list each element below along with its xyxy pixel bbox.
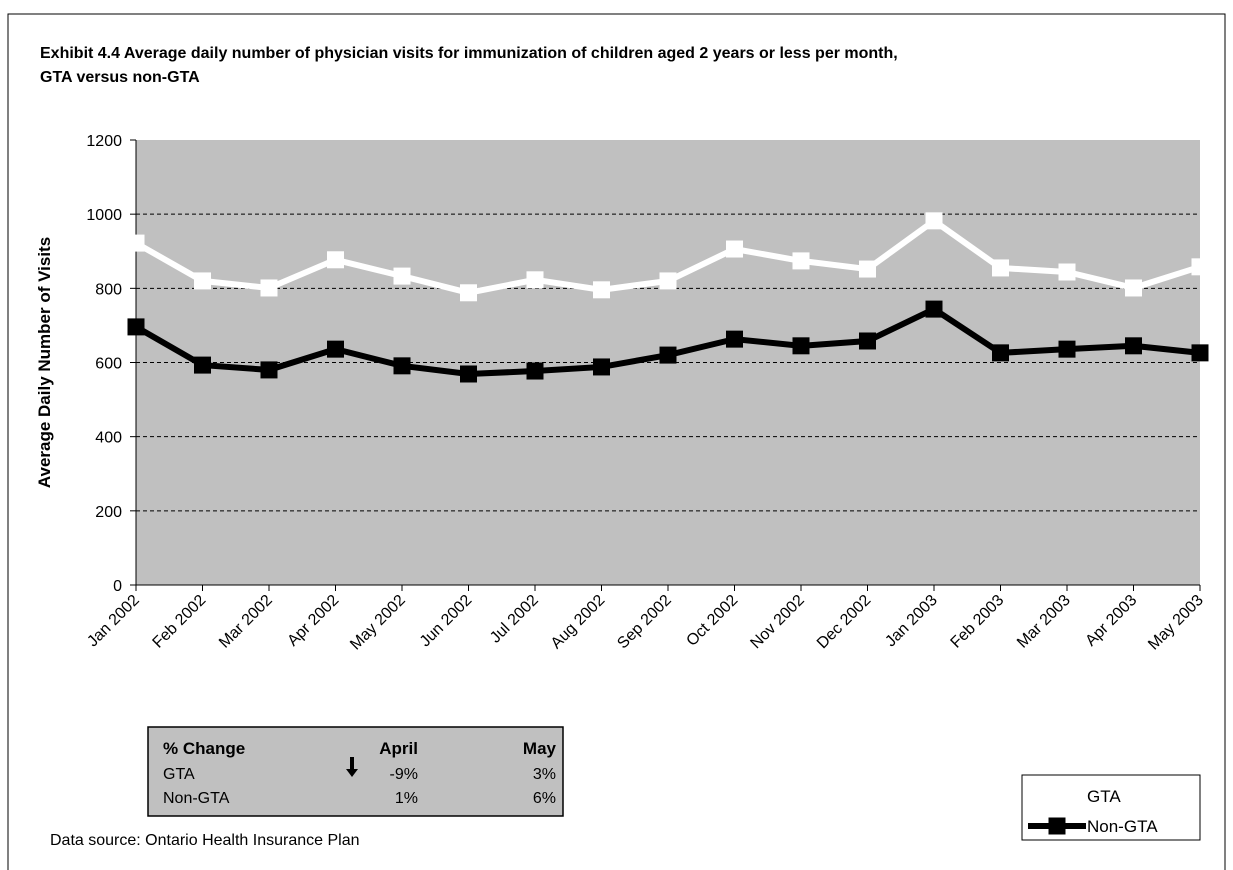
x-tick-label: May 2003	[1145, 592, 1207, 654]
x-tick-label: Feb 2003	[948, 592, 1008, 652]
point	[1191, 344, 1209, 362]
point	[260, 361, 278, 379]
point	[992, 344, 1009, 362]
point	[992, 259, 1009, 277]
point	[925, 300, 943, 318]
title-line: Exhibit 4.4 Average daily number of phys…	[40, 45, 898, 62]
x-tick-label: Feb 2002	[150, 592, 210, 652]
point	[859, 332, 876, 350]
point	[127, 318, 145, 336]
x-tick-label: Dec 2002	[814, 592, 875, 653]
point	[593, 358, 610, 376]
title-line: GTA versus non-GTA	[40, 69, 200, 86]
x-tick-label: Apr 2003	[1082, 592, 1140, 650]
x-tick-label: Apr 2002	[284, 592, 342, 650]
point	[260, 279, 278, 297]
point	[460, 284, 477, 302]
down-arrow	[346, 757, 358, 777]
point	[526, 362, 544, 380]
table-cell: Non-GTA	[163, 790, 230, 807]
x-tick-label: Jan 2003	[882, 592, 941, 651]
point	[327, 251, 344, 269]
x-tick-label: Jun 2002	[417, 592, 476, 651]
source-note: Data source: Ontario Health Insurance Pl…	[50, 832, 360, 849]
legend-marker	[1048, 787, 1066, 805]
y-tick-label: 600	[95, 356, 122, 373]
table-cell: -9%	[390, 766, 418, 783]
point	[194, 272, 211, 290]
y-tick-label: 1200	[86, 133, 122, 150]
x-tick-label: Mar 2002	[216, 592, 276, 652]
point	[1058, 340, 1076, 358]
table-cell: GTA	[163, 766, 195, 783]
point	[593, 281, 610, 299]
x-tick-label: Jul 2002	[487, 592, 542, 647]
x-tick-label: Jan 2002	[84, 592, 143, 651]
x-tick-label: May 2002	[347, 592, 409, 654]
point	[1058, 263, 1076, 281]
point	[1191, 258, 1209, 276]
point	[659, 346, 677, 364]
table-cell: 3%	[533, 766, 556, 783]
point	[460, 365, 477, 383]
x-tick-label: Sep 2002	[614, 592, 675, 653]
y-tick-label: 0	[113, 578, 122, 595]
point	[659, 272, 677, 290]
point	[127, 234, 145, 252]
point	[1125, 337, 1142, 355]
table-cell: 6%	[533, 790, 556, 807]
point	[526, 271, 544, 289]
point	[859, 260, 876, 278]
y-tick-label: 800	[95, 281, 122, 298]
legend-marker	[1048, 817, 1066, 835]
point	[327, 340, 344, 358]
point	[726, 240, 743, 258]
point	[393, 267, 411, 285]
x-tick-label: Oct 2002	[683, 592, 741, 650]
table-cell: 1%	[395, 790, 418, 807]
x-tick-label: Mar 2003	[1014, 592, 1074, 652]
point	[726, 330, 743, 348]
table-header: May	[523, 739, 557, 758]
x-tick-label: Aug 2002	[548, 592, 609, 653]
y-tick-label: 1000	[86, 207, 122, 224]
table-header: April	[379, 739, 418, 758]
y-tick-label: 200	[95, 504, 122, 521]
point	[792, 252, 810, 270]
legend-label: GTA	[1087, 787, 1121, 806]
chart-title: Exhibit 4.4 Average daily number of phys…	[40, 45, 898, 86]
legend-label: Non-GTA	[1087, 817, 1158, 836]
y-axis-label: Average Daily Number of Visits	[35, 237, 54, 488]
y-tick-label: 400	[95, 430, 122, 447]
x-tick-label: Nov 2002	[747, 592, 808, 653]
frame	[7, 13, 1226, 870]
point	[792, 337, 810, 355]
table-header: % Change	[163, 739, 245, 758]
point	[393, 357, 411, 375]
point	[194, 356, 211, 374]
point	[925, 212, 943, 230]
point	[1125, 279, 1142, 297]
